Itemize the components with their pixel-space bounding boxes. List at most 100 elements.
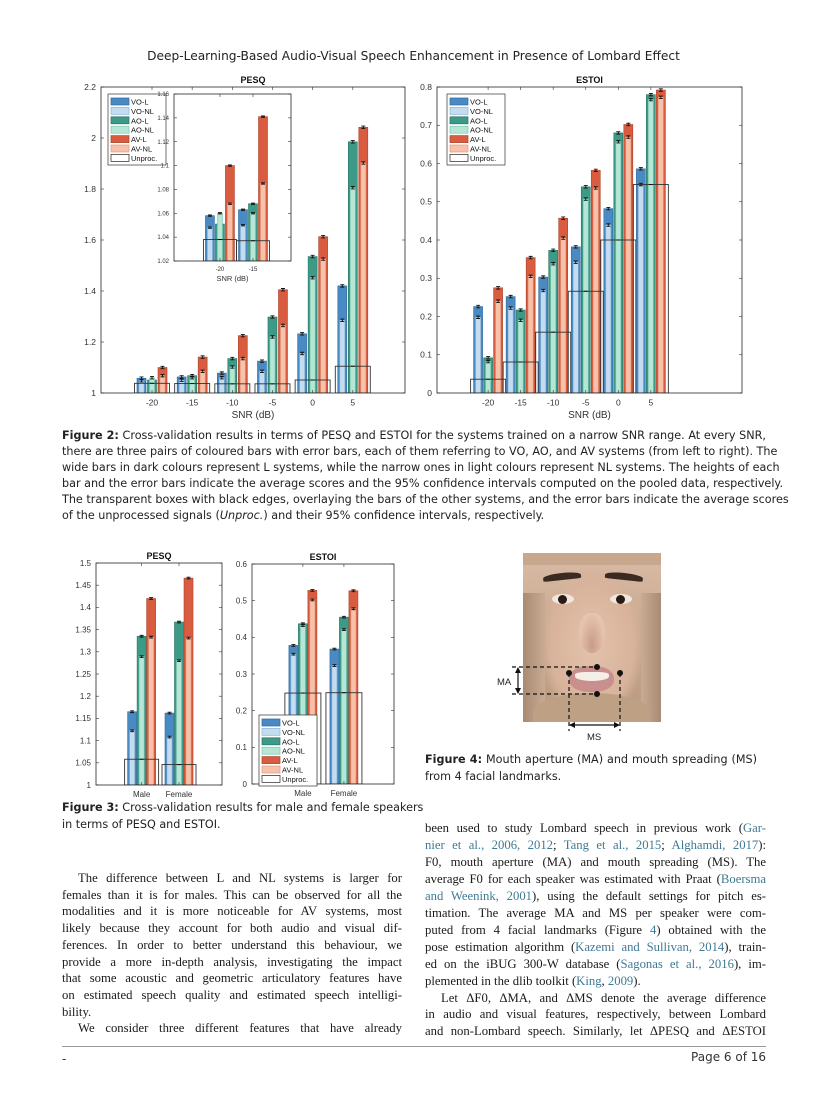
error-bar [626,122,631,127]
citation-link[interactable]: and Weenink, 2001 [425,888,533,903]
error-bar [300,351,305,356]
y-tick-label: 0.5 [236,596,248,605]
text-line: of the unprocessed signals (Unproc.) and… [62,509,766,525]
legend-label: AO-NL [131,126,154,135]
hijab-right [641,593,661,722]
text-line: timation. The average MA and MS per spea… [425,906,766,922]
error-bar [332,647,337,651]
text-line: F0, mouth aperture (MA) and mouth spread… [425,855,766,871]
legend-label: AV-NL [131,145,152,154]
x-tick-label: -5 [582,398,590,408]
text-span: average F0 for each speaker was estimate… [425,871,721,886]
ma-arrowhead-down [515,688,521,694]
citation-link[interactable]: Kazemi and Sullivan, 2014 [575,939,725,954]
y-tick-label: 0.4 [236,633,248,642]
legend-swatch-ao-nl [261,746,281,755]
error-bar [351,607,356,611]
citation-link[interactable]: Gar- [743,821,766,835]
y-tick-label: 2 [91,133,96,143]
text-span: plemented in the dlib toolkit ( [425,973,577,988]
y-tick-label: 1 [91,388,96,398]
error-bar [160,373,165,378]
text-span: likely because they account for both aud… [62,921,402,936]
text-span: females than it is for males. This can b… [62,887,402,902]
chart-title: ESTOI [310,552,337,562]
legend-swatch-vo-l [110,97,130,106]
plot-area [96,563,222,785]
text-line: Figure 4: Mouth aperture (MA) and mouth … [425,753,757,769]
citation-link[interactable]: Alghamdi, 2017 [671,837,759,852]
citation-link[interactable]: King [576,973,602,988]
x-axis-label: SNR (dB) [232,410,275,421]
legend-swatch-av-l [449,135,469,143]
legend-label: VO-L [131,98,149,107]
citation-link[interactable]: Boersma [720,871,766,886]
citation-link[interactable]: 2009 [607,973,634,988]
text-span: Mouth aperture (MA) and mouth spreading … [482,753,757,766]
text-span: wide bars in dark colours represent L sy… [62,460,780,474]
text-line: The transparent boxes with black edges, … [62,493,789,509]
text-line: ferences. In order to better understand … [62,938,402,954]
text-span: F0, mouth aperture (MA) and mouth spread… [425,854,766,869]
axes-frame [173,93,292,262]
text-line: The difference between L and NL systems … [78,871,402,887]
citation-link[interactable]: Tang et al., 2015 [563,837,662,852]
error-bar [573,245,578,249]
error-bar [658,88,663,92]
error-bar [340,318,345,322]
chart-1: -20 -15 1.02 1.04 1.06 1.08 1.1 1.12 1.14 1.16 SNR… [157,92,292,283]
error-bar [130,729,135,733]
footer-left: - [62,1052,67,1066]
y-tick-label: 1.5 [80,559,92,568]
error-bar [626,135,631,139]
legend-label: AO-NL [282,747,305,756]
text-line: been used to study Lombard speech in pre… [425,821,766,837]
text-line: wide bars in dark colours represent L sy… [62,461,780,477]
hair [523,553,661,565]
y-tick-label: 1.1 [80,736,92,745]
text-line: there are three pairs of coloured bars w… [62,445,777,461]
y-tick-label: 1.2 [80,692,92,701]
y-tick-label: 0.8 [420,82,432,92]
error-bar [167,735,172,739]
text-span: bility. [62,1004,92,1019]
legend-label: AV-NL [470,145,491,154]
error-bar [149,597,154,600]
error-bar [476,315,481,319]
legend-swatch-ao-l [261,737,281,746]
error-bar [518,308,523,312]
error-bar [150,376,155,380]
text-span: The difference between L and NL systems … [78,871,402,885]
text-span: bar and the error bars indicate the aver… [62,476,784,490]
text-span: puted from 4 facial landmarks (Figure [425,922,650,937]
ma-label: MA [497,677,512,688]
citation-link[interactable]: 4 [649,922,657,937]
error-bar [593,168,598,173]
text-span: Unproc. [219,508,264,522]
text-line: nier et al., 2006, 2012; Tang et al., 20… [425,838,766,854]
error-bar [270,335,275,339]
text-line: and Weenink, 2001), using the default se… [425,889,766,905]
text-span: and non-Lombard speech. Similarly, let Δ… [425,1024,766,1039]
text-span: been used to study Lombard speech in pre… [425,821,743,835]
y-tick-label: 1.08 [157,188,169,194]
text-span: timation. The average MA and MS per spea… [425,905,766,920]
error-bar [551,248,556,253]
y-tick-label: 1.06 [157,211,169,217]
y-tick-label: 1.4 [80,603,92,612]
citation-link[interactable]: nier et al., 2006, 2012 [425,837,554,852]
error-bar [207,226,212,229]
text-span: ed on the iBUG 300-W database ( [425,956,621,971]
y-tick-label: 1.4 [84,286,96,296]
legend-label: AV-L [470,135,486,144]
legend-label: VO-L [470,98,488,107]
chart-title: PESQ [146,551,171,561]
error-bar [227,202,232,205]
ms-arrowhead-left [569,722,575,728]
citation-link[interactable]: Sagonas et al., 2016 [620,956,734,971]
error-bar [583,197,588,201]
axes-frame [95,562,223,786]
